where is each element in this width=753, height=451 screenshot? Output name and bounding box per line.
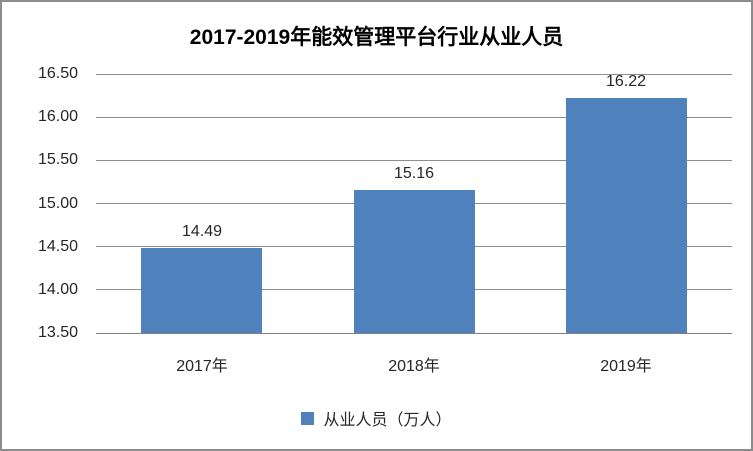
bar-slot: 16.22 xyxy=(565,73,687,333)
x-axis-tick-label: 2017年 xyxy=(176,358,228,375)
y-axis: 16.50 16.00 15.50 15.00 14.50 14.00 13.50 xyxy=(2,65,78,341)
legend-label: 从业人员（万人） xyxy=(323,412,452,429)
gridline xyxy=(96,159,732,161)
x-axis-tick-label: 2018年 xyxy=(388,358,440,375)
bar xyxy=(565,98,687,333)
x-axis-tick-label: 2019年 xyxy=(600,358,652,375)
bar xyxy=(353,189,475,333)
bar-value-label: 14.49 xyxy=(181,222,223,240)
y-axis-tick-label: 13.50 xyxy=(37,324,78,341)
bar-value-label: 16.22 xyxy=(605,73,647,91)
y-axis-tick-label: 16.00 xyxy=(37,108,78,126)
bar-value-label: 15.16 xyxy=(393,164,435,182)
gridline xyxy=(96,116,732,118)
bar-slot: 14.49 xyxy=(141,74,263,333)
gridline xyxy=(96,73,732,75)
chart-title: 2017-2019年能效管理平台行业从业人员 xyxy=(189,26,564,49)
y-axis-tick-label: 15.50 xyxy=(37,151,78,169)
y-axis-tick-label: 16.50 xyxy=(37,65,78,82)
y-axis-tick-label: 14.50 xyxy=(37,237,78,255)
y-axis-tick-label: 15.00 xyxy=(37,194,78,212)
bar xyxy=(141,247,263,333)
y-axis-tick-label: 14.00 xyxy=(37,280,78,298)
bar-slot: 15.16 xyxy=(353,74,475,333)
legend: 从业人员（万人） xyxy=(2,406,751,430)
x-axis: 2017年 2018年 2019年 xyxy=(96,352,732,376)
legend-swatch-icon xyxy=(301,411,315,425)
plot-area: 14.49 15.16 16.22 xyxy=(96,73,732,334)
